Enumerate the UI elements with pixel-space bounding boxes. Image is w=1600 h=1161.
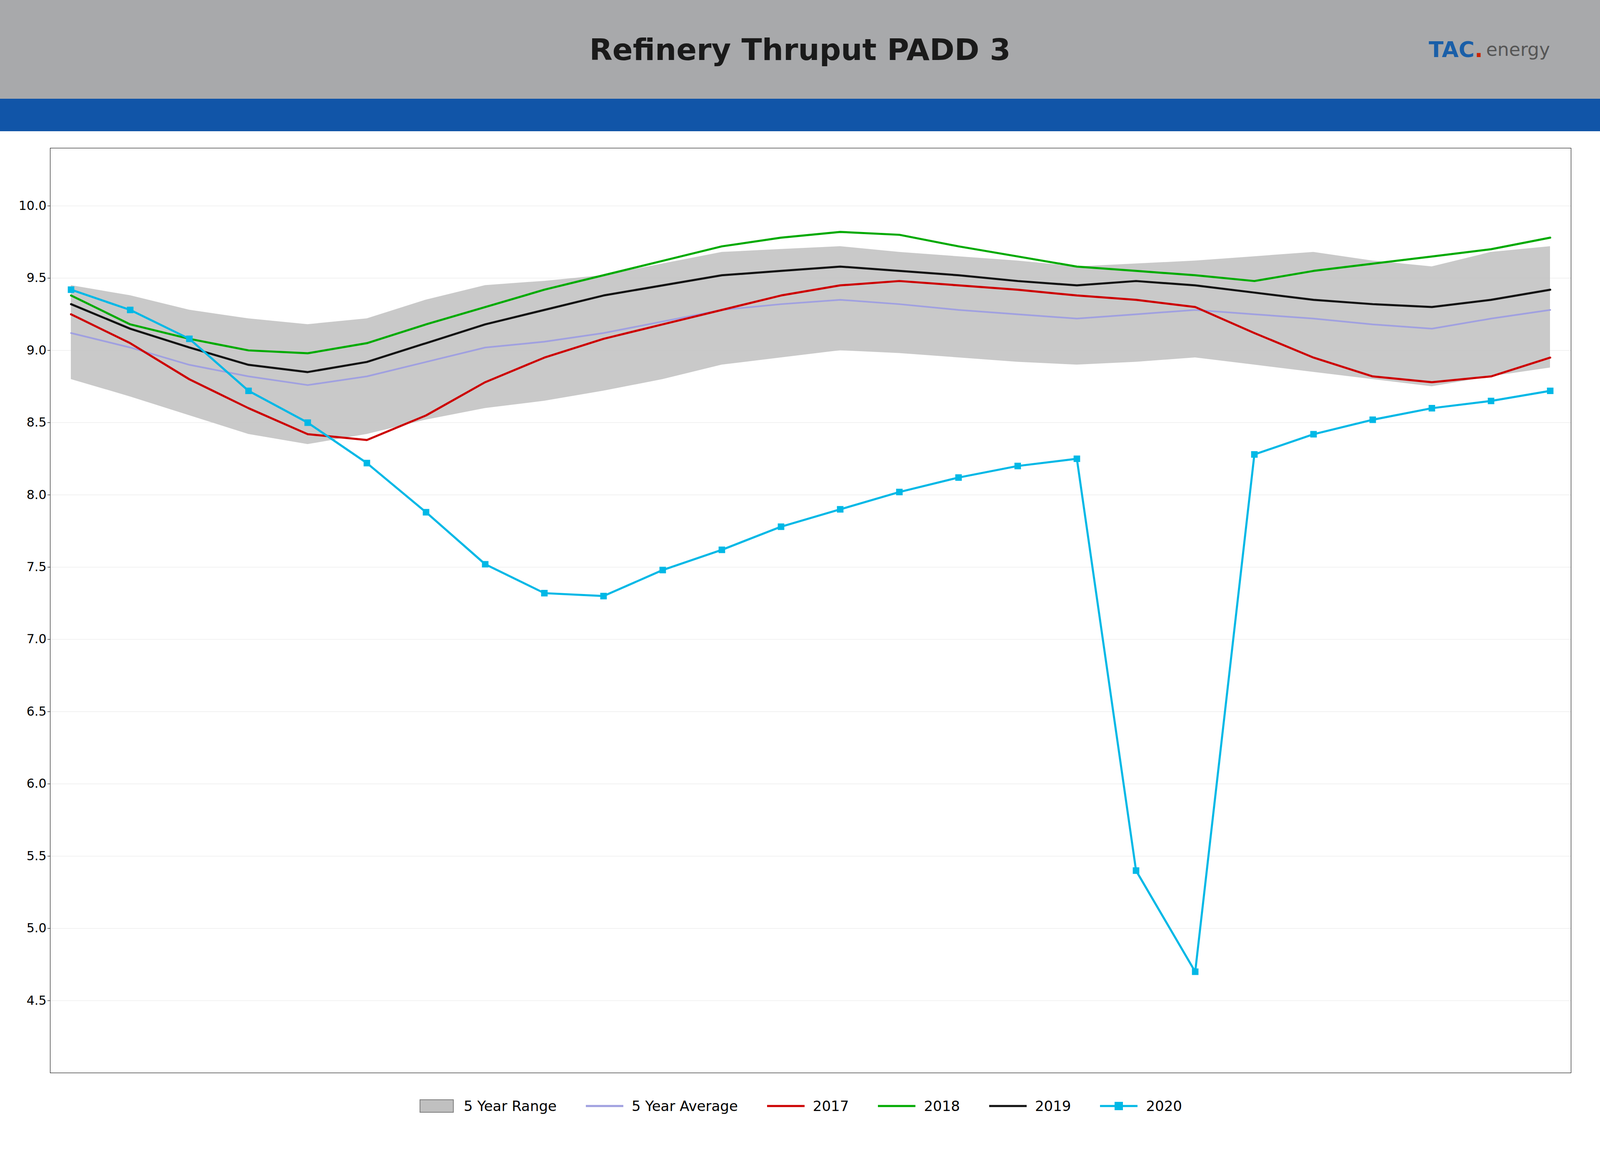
html-text:2020: 2020 [1146, 1097, 1183, 1115]
html-text:2018: 2018 [923, 1097, 960, 1115]
html-text:TAC.energy: TAC.energy [1428, 36, 1550, 62]
html-text:2019: 2019 [1034, 1097, 1072, 1115]
html-text:Refinery Thruput PADD 3: Refinery Thruput PADD 3 [589, 31, 1011, 67]
svg-text:7.0: 7.0 [26, 631, 47, 647]
svg-text:6.0: 6.0 [26, 776, 47, 791]
svg-text:5.0: 5.0 [26, 920, 47, 936]
svg-text:8.5: 8.5 [26, 415, 47, 430]
svg-text:4.5: 4.5 [26, 993, 47, 1008]
html-text:2017: 2017 [812, 1097, 849, 1115]
svg-text:6.5: 6.5 [26, 704, 47, 719]
html-text:5 Year Average: 5 Year Average [631, 1097, 738, 1115]
svg-text:7.5: 7.5 [26, 559, 47, 575]
svg-text:9.0: 9.0 [26, 342, 47, 358]
svg-text:10.0: 10.0 [18, 198, 47, 213]
svg-text:5.5: 5.5 [26, 848, 47, 864]
svg-text:8.0: 8.0 [26, 487, 47, 503]
svg-text:9.5: 9.5 [26, 270, 47, 285]
html-text:5 Year Range: 5 Year Range [463, 1097, 557, 1115]
